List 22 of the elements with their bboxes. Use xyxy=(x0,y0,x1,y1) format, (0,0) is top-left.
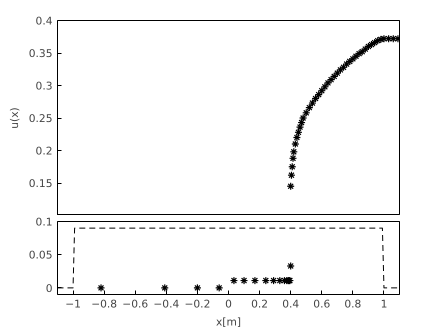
y-tick-label: 0 xyxy=(46,282,53,295)
y-tick-label: 0.4 xyxy=(36,14,53,28)
x-tick-label: −0.6 xyxy=(122,298,148,310)
x-tick-label: 0.2 xyxy=(251,298,268,310)
x-axis-title: x[m] xyxy=(216,316,242,328)
y-tick-label: 0.1 xyxy=(36,216,53,228)
x-tick-label: 0.4 xyxy=(282,298,300,310)
y-axis-title: u(x) xyxy=(8,107,21,129)
x-tick-label: −0.8 xyxy=(91,298,118,310)
x-tick-label: 0.6 xyxy=(313,298,330,310)
y-tick-label: 0.25 xyxy=(28,112,53,125)
y-tick-label: 0.3 xyxy=(36,80,53,92)
x-tick-label: 0 xyxy=(225,298,232,310)
y-tick-label: 0.35 xyxy=(28,47,53,60)
y-tick-label: 0.15 xyxy=(28,177,53,190)
x-tick-label: −0.4 xyxy=(153,298,180,310)
y-tick-label: 0.2 xyxy=(36,144,53,158)
x-tick-label: 0.8 xyxy=(344,298,362,310)
x-tick-label: −1 xyxy=(65,298,81,310)
y-tick-label: 0.05 xyxy=(28,248,53,262)
x-tick-label: −0.2 xyxy=(184,298,210,310)
x-tick-label: 1 xyxy=(380,298,388,310)
